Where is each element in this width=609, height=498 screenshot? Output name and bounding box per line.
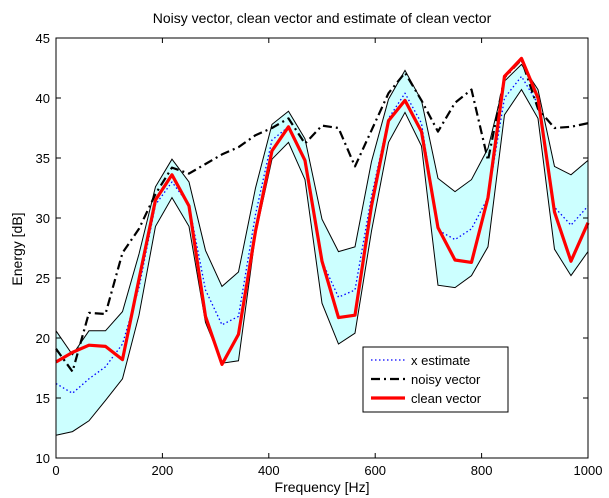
x-tick-label: 0	[52, 463, 59, 478]
y-axis-label: Energy [dB]	[9, 212, 25, 285]
legend-box	[362, 346, 509, 413]
band-upper-line	[55, 63, 589, 356]
x-tick-label: 600	[364, 463, 386, 478]
chart-title: Noisy vector, clean vector and estimate …	[153, 10, 492, 26]
series-noisy-vector-line	[55, 58, 589, 373]
band-area	[56, 64, 588, 436]
y-tick-label: 20	[36, 331, 50, 346]
legend-label: noisy vector	[411, 372, 481, 387]
x-tick-label: 800	[471, 463, 493, 478]
x-axis: 0 200 400 600 800 1000	[52, 38, 602, 478]
legend-label: x estimate	[411, 353, 470, 368]
y-tick-label: 40	[36, 91, 50, 106]
y-tick-label: 10	[36, 451, 50, 466]
y-tick-label: 25	[36, 271, 50, 286]
x-tick-label: 200	[152, 463, 174, 478]
y-tick-label: 30	[36, 211, 50, 226]
y-axis: 10 15 20 25 30 35 40 45	[36, 31, 588, 466]
legend: x estimate noisy vector clean vector	[362, 346, 509, 413]
y-tick-label: 45	[36, 31, 50, 46]
series-clean-vector-line	[55, 56, 590, 366]
y-tick-label: 15	[36, 391, 50, 406]
x-axis-label: Frequency [Hz]	[275, 479, 370, 495]
y-tick-label: 35	[36, 151, 50, 166]
x-tick-label: 1000	[574, 463, 603, 478]
legend-label: clean vector	[411, 391, 482, 406]
plot-area	[55, 37, 590, 459]
x-tick-label: 400	[258, 463, 280, 478]
axes-box	[55, 37, 589, 459]
band-lower-line	[55, 88, 589, 436]
